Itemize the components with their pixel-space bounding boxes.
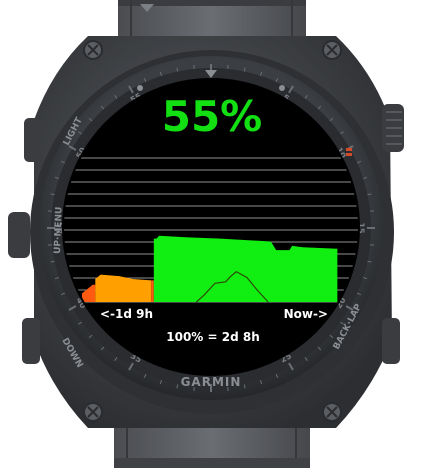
bezel-tick (345, 305, 354, 311)
battery-percent: 55% (162, 92, 263, 141)
bezel-tick (60, 292, 66, 296)
bezel-tick (68, 145, 77, 151)
bezel-tick (243, 67, 246, 72)
strap-top (118, 0, 306, 40)
bezel-tick (317, 105, 322, 110)
bezel-tick (288, 362, 294, 371)
bezel-number: 5 (281, 93, 291, 104)
bezel-tick (329, 334, 334, 339)
bezel-tick (88, 117, 93, 122)
bezel-top-markers (137, 70, 352, 156)
bezel-tick (340, 321, 344, 325)
bezel-tick (54, 276, 59, 280)
back-lap-button[interactable] (382, 318, 400, 364)
bezel-tick (114, 357, 118, 361)
bezel-tick (288, 85, 294, 94)
left-time-label: <-1d 9h (100, 307, 153, 321)
bezel-tick (259, 71, 263, 76)
scale-label: 100% = 2d 8h (166, 330, 260, 344)
chart-activity-line (195, 271, 269, 303)
bezel-tick (159, 71, 163, 76)
chart-area-low (151, 280, 154, 302)
bezel-tick (367, 260, 372, 263)
bezel-tick (176, 384, 179, 389)
bezel-tick (88, 334, 93, 339)
bezel-tick (143, 373, 147, 379)
bezel-tick (304, 95, 308, 99)
bezel-tick (340, 131, 344, 135)
bezel-tick (159, 380, 163, 385)
start-stop-button-grip (386, 111, 402, 145)
bezel-tick (54, 176, 59, 180)
chart-area-low (82, 284, 96, 302)
bezel-tick (68, 305, 77, 311)
bezel-tick (78, 131, 82, 135)
bezel-tick (100, 105, 105, 110)
bezel-tick (356, 292, 362, 296)
right-time-label: Now-> (284, 307, 328, 321)
up-menu-label: UP·MENU (53, 207, 65, 255)
bezel-tick (304, 357, 308, 361)
down-button[interactable] (22, 318, 40, 364)
screw-slots (87, 44, 338, 418)
bezel-tick (367, 193, 372, 196)
battery-history-chart (64, 157, 358, 303)
bezel-tick (50, 260, 55, 263)
bezel-tick (363, 176, 368, 180)
bezel-number: 45 (57, 222, 66, 234)
bezel-tick (114, 95, 118, 99)
bezel-tick (143, 77, 147, 83)
bezel-tick (100, 346, 105, 351)
bezel-tick (128, 362, 134, 371)
bezel-tick (275, 373, 279, 379)
light-button[interactable] (24, 118, 42, 162)
bezel-tick (356, 160, 362, 164)
bezel-tick (275, 77, 279, 83)
brand-logo: GARMIN (181, 375, 242, 389)
bezel-tick (259, 380, 263, 385)
bezel-tick (128, 85, 134, 94)
bezel-tick (329, 117, 334, 122)
bezel-tick (78, 321, 82, 325)
bezel-tick (243, 384, 246, 389)
bezel-tick (176, 67, 179, 72)
bezel-number: 15 (357, 222, 366, 234)
up-menu-button[interactable] (8, 212, 30, 258)
chart-area-high (153, 235, 338, 302)
bezel-tick (363, 276, 368, 280)
bezel-tick (50, 193, 55, 196)
chart-area-mid (95, 274, 152, 302)
bezel-tick (317, 346, 322, 351)
bezel-tick (60, 160, 66, 164)
